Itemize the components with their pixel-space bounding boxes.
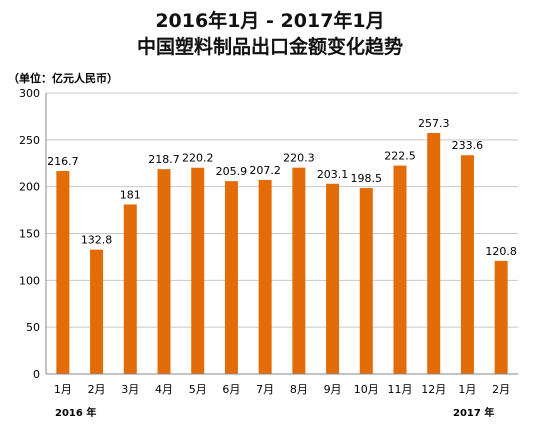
y-tick-label: 0	[33, 368, 40, 381]
bar	[191, 167, 205, 374]
bar	[90, 249, 104, 374]
y-tick-label: 150	[19, 228, 40, 241]
data-label: 120.8	[485, 245, 517, 258]
x-tick-label: 11月	[388, 383, 413, 396]
bar	[460, 155, 474, 374]
x-tick-label: 4月	[155, 383, 173, 396]
y-tick-label: 300	[19, 87, 40, 100]
bar	[258, 179, 272, 374]
data-label: 205.9	[216, 165, 248, 178]
data-label: 220.2	[182, 152, 214, 165]
data-label: 233.6	[452, 139, 484, 152]
chart-subtitle: 中国塑料制品出口金额变化趋势	[136, 36, 403, 58]
bars	[56, 132, 508, 374]
bar	[326, 183, 340, 374]
bar	[494, 260, 508, 374]
data-label: 207.2	[249, 164, 281, 177]
bar	[224, 181, 238, 374]
x-tick-label: 9月	[324, 383, 342, 396]
x-tick-label: 2月	[88, 383, 106, 396]
grid-lines	[46, 92, 518, 375]
data-label: 218.7	[148, 153, 180, 166]
x-tick-label: 3月	[121, 383, 139, 396]
x-axis: 1月 2月 3月 4月 5月 6月 7月 8月 9月 10月 11月 12月 1月 2月	[46, 373, 518, 396]
x-tick-label: 7月	[256, 383, 274, 396]
bar	[56, 171, 70, 374]
data-label: 257.3	[418, 117, 450, 130]
data-label: 222.5	[384, 150, 416, 163]
y-tick-label: 200	[19, 181, 40, 194]
data-label: 198.5	[351, 172, 383, 185]
year-label-2016: 2016 年	[55, 408, 97, 419]
x-tick-label: 6月	[222, 383, 240, 396]
data-label: 203.1	[317, 168, 349, 181]
data-label: 220.3	[283, 152, 315, 165]
y-tick-label: 100	[19, 274, 40, 287]
bar	[359, 188, 373, 374]
y-tick-label: 50	[26, 321, 40, 334]
bar	[157, 169, 171, 374]
x-tick-label: 5月	[189, 383, 207, 396]
x-tick-label: 10月	[354, 383, 379, 396]
bar	[123, 204, 137, 374]
bar	[427, 132, 441, 374]
year-label-2017: 2017 年	[453, 408, 495, 419]
data-label: 216.7	[47, 155, 79, 168]
data-label: 181	[120, 188, 141, 201]
x-tick-label: 1月	[458, 383, 476, 396]
y-tick-label: 250	[19, 134, 40, 147]
x-tick-label: 8月	[290, 383, 308, 396]
unit-label: （单位：亿元人民币）	[8, 72, 118, 85]
data-label: 132.8	[81, 234, 113, 247]
chart-title: 2016年1月 - 2017年1月	[155, 10, 385, 32]
x-tick-label: 2月	[492, 383, 510, 396]
x-tick-label: 1月	[54, 383, 72, 396]
x-tick-label: 12月	[421, 383, 446, 396]
bar	[292, 167, 306, 374]
y-axis: 0 50 100 150 200 250 300	[19, 87, 47, 381]
bar	[393, 165, 407, 374]
